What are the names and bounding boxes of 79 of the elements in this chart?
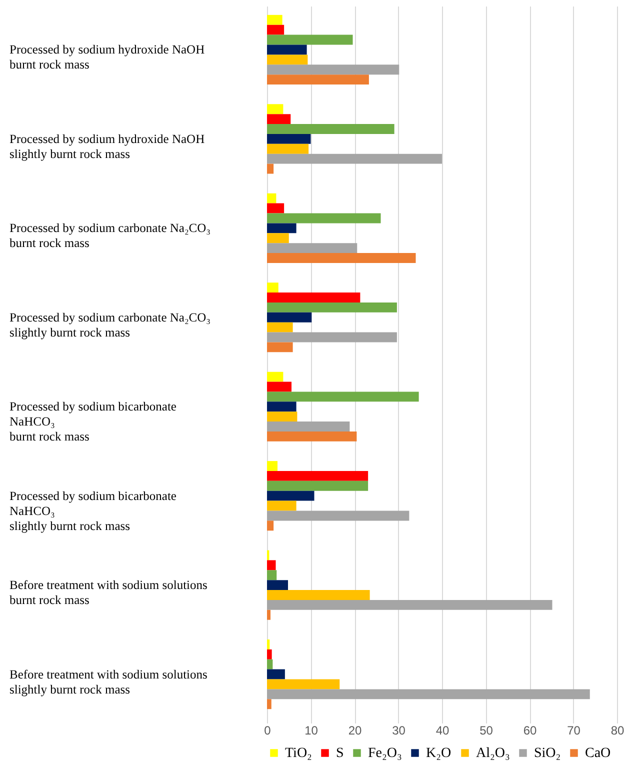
- bar: [267, 669, 285, 680]
- legend-label: Fe₂O₃: [368, 746, 402, 761]
- y-tick-label: Processed by sodium bicarbonate NaHCO₃ burnt rock mass: [10, 400, 177, 444]
- legend-label: K₂O: [426, 746, 452, 761]
- bar: [267, 213, 381, 224]
- bar: [267, 659, 273, 670]
- bar: [267, 649, 272, 660]
- bar: [267, 243, 358, 254]
- legend-label: SiO₂: [534, 746, 561, 761]
- bar: [267, 312, 312, 322]
- bar: [267, 34, 353, 45]
- bar: [267, 422, 350, 432]
- bar: [267, 302, 397, 312]
- y-tick-label: Processed by sodium carbonate Na₂CO₃ burnt rock mass: [10, 221, 211, 250]
- legend-label: Al₂O₃: [476, 746, 510, 761]
- bar: [267, 332, 397, 342]
- y-tick-label: Before treatment with sodium solutions slightly burnt rock mass: [10, 667, 208, 696]
- bar: [267, 520, 274, 531]
- bar: [267, 580, 288, 590]
- y-tick-label: Processed by sodium hydroxide NaOH slightly burnt rock mass: [10, 132, 205, 161]
- bar: [267, 64, 400, 75]
- bar: [267, 560, 276, 570]
- bar: [267, 44, 307, 55]
- legend-label: TiO₂: [285, 746, 312, 761]
- bar: [267, 679, 340, 690]
- bar: [267, 104, 284, 114]
- bar: [267, 342, 293, 352]
- bar: [267, 14, 282, 25]
- bar: [267, 490, 314, 501]
- bar: [267, 480, 368, 491]
- bar: [267, 510, 410, 521]
- x-tick-label: 30: [392, 724, 406, 738]
- bar: [267, 124, 394, 134]
- bar: [267, 570, 277, 580]
- bar: [267, 610, 270, 620]
- x-tick-label: 60: [523, 724, 537, 738]
- bar: [267, 600, 552, 610]
- bar: [267, 114, 291, 124]
- bar: [267, 470, 368, 481]
- bar: [267, 431, 357, 442]
- bar: [267, 372, 284, 382]
- bar: [267, 164, 274, 174]
- y-tick-label: Processed by sodium bicarbonate NaHCO₃ slightly burnt rock mass: [10, 488, 177, 533]
- x-tick-label: 50: [480, 724, 494, 738]
- bar: [267, 322, 293, 332]
- bar: [267, 282, 278, 293]
- bar: [267, 461, 278, 471]
- bar: [267, 392, 419, 402]
- bar: [267, 402, 296, 412]
- bar: [267, 134, 311, 144]
- legend-label: S: [336, 746, 344, 761]
- bar: [267, 292, 360, 302]
- x-tick-label: 70: [567, 724, 581, 738]
- legend-label: CaO: [585, 746, 611, 761]
- bar: [267, 154, 442, 164]
- bar: [267, 203, 284, 214]
- bar: [267, 193, 276, 204]
- bar: [267, 382, 292, 392]
- x-tick-label: 0: [264, 724, 272, 738]
- bar: [267, 253, 416, 263]
- bar: [267, 689, 590, 700]
- bar: [267, 639, 270, 650]
- y-tick-label: Processed by sodium hydroxide NaOH burnt rock mass: [10, 42, 205, 72]
- bar: [267, 500, 296, 511]
- bar: [267, 54, 308, 65]
- y-tick-label: Processed by sodium carbonate Na₂CO₃ slightly burnt rock mass: [10, 310, 211, 340]
- bar: [267, 699, 272, 710]
- bar: [267, 590, 370, 600]
- bar: [267, 223, 296, 234]
- bar: [267, 144, 309, 154]
- bar: [267, 233, 289, 244]
- bar: [267, 74, 369, 85]
- x-tick-label: 20: [348, 724, 362, 738]
- bar: [267, 412, 298, 422]
- bar: [267, 24, 284, 35]
- x-tick-label: 10: [304, 724, 318, 738]
- x-tick-label: 40: [436, 724, 450, 738]
- y-tick-label: Before treatment with sodium solutions burnt rock mass: [10, 578, 208, 608]
- x-tick-label: 80: [610, 724, 624, 738]
